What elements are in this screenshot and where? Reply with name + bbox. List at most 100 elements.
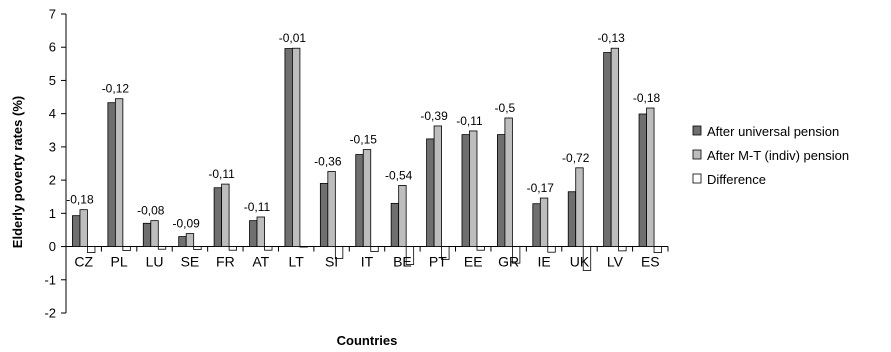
- bar-gr-series-2: [504, 117, 513, 247]
- bar-be-series-2: [398, 185, 407, 247]
- y-tick-label: 6: [49, 40, 56, 55]
- bar-pt-series-2: [433, 125, 442, 247]
- bar-pl-series-1: [107, 102, 116, 247]
- bar-se-series-3: [193, 246, 202, 250]
- y-tick-label: 1: [49, 206, 56, 221]
- x-tick-label-be: BE: [393, 254, 412, 270]
- bar-at-series-1: [249, 220, 258, 247]
- bar-be-series-1: [390, 202, 400, 247]
- x-tick-label-gr: GR: [498, 254, 519, 270]
- data-label-si: -0,36: [314, 154, 342, 168]
- bar-fr-series-2: [221, 183, 230, 247]
- bar-pl-series-2: [114, 98, 124, 247]
- legend-label-3: Difference: [707, 172, 766, 187]
- bar-fr-series-1: [213, 187, 223, 247]
- bar-lt-series-2: [292, 47, 301, 247]
- y-axis-title: Elderly poverty rates (%): [10, 96, 25, 248]
- data-label-gr: -0,5: [495, 101, 516, 115]
- bar-it-series-2: [362, 149, 372, 247]
- legend-swatch-3: [692, 173, 702, 184]
- bar-si-series-1: [319, 183, 329, 247]
- legend-swatch-1: [692, 125, 702, 136]
- data-label-es: -0,18: [633, 91, 661, 105]
- data-label-ee: -0,11: [456, 114, 483, 128]
- bar-lt-series-3: [299, 246, 308, 248]
- bar-gr-series-1: [496, 134, 506, 247]
- data-label-lv: -0,13: [597, 31, 625, 45]
- data-label-ie: -0,17: [527, 181, 555, 195]
- data-label-fr: -0,11: [208, 167, 235, 181]
- x-tick-label-pt: PT: [429, 254, 447, 270]
- y-tick-label: 2: [49, 173, 56, 188]
- bar-ee-series-2: [469, 130, 478, 247]
- x-tick-label-se: SE: [181, 254, 200, 270]
- data-label-pt: -0,39: [420, 109, 448, 123]
- data-label-lu: -0,08: [137, 204, 165, 218]
- x-tick-label-ee: EE: [464, 254, 483, 270]
- bar-at-series-2: [256, 216, 265, 247]
- legend: After universal pension After M-T (indiv)…: [692, 124, 849, 187]
- bar-cz-series-2: [79, 209, 88, 247]
- bar-es-series-2: [646, 107, 655, 247]
- x-tick-label-uk: UK: [570, 254, 590, 270]
- bar-lu-series-1: [142, 222, 152, 247]
- data-label-at: -0,11: [244, 200, 271, 214]
- bar-cz-series-3: [87, 246, 96, 253]
- x-tick-label-at: AT: [252, 254, 269, 270]
- bar-uk-series-1: [567, 191, 577, 247]
- bar-it-series-1: [355, 154, 364, 247]
- y-tick-label: 4: [49, 106, 56, 121]
- data-label-be: -0,54: [385, 168, 413, 182]
- legend-swatch-2: [692, 149, 702, 160]
- bar-ie-series-1: [532, 203, 541, 247]
- data-labels: -0,18 -0,12 -0,08 -0,09 -0,11 -0,11 -0,01 -0,36…: [66, 31, 660, 230]
- x-axis-title: Countries: [337, 333, 398, 348]
- x-tick-label-pl: PL: [111, 254, 128, 270]
- x-tick-label-ie: IE: [537, 254, 550, 270]
- x-tick-label-si: SI: [325, 254, 338, 270]
- bar-lu-series-2: [150, 220, 159, 247]
- bar-es-series-3: [653, 246, 662, 253]
- x-tick-label-lv: LV: [607, 254, 624, 270]
- bar-se-series-2: [185, 233, 195, 247]
- x-tick-label-lu: LU: [146, 254, 164, 270]
- x-tick-label-es: ES: [641, 254, 660, 270]
- x-tick-label-lt: LT: [289, 254, 305, 270]
- x-tick-label-it: IT: [361, 254, 374, 270]
- data-label-it: -0,15: [350, 133, 378, 147]
- bar-ie-series-3: [547, 246, 556, 253]
- bar-se-series-1: [178, 236, 187, 247]
- bar-ee-series-3: [476, 246, 485, 251]
- bar-si-series-3: [334, 246, 344, 259]
- bar-cz-series-1: [72, 215, 81, 247]
- data-label-pl: -0,12: [102, 82, 130, 96]
- bar-es-series-1: [638, 113, 647, 247]
- bar-lt-series-1: [284, 48, 293, 247]
- y-tick-label: -2: [44, 306, 56, 321]
- bar-lv-series-1: [603, 52, 612, 247]
- data-label-se: -0,09: [173, 217, 201, 231]
- bar-ee-series-1: [461, 134, 470, 247]
- bar-si-series-2: [327, 171, 336, 247]
- bar-pl-series-3: [122, 246, 131, 251]
- bar-pt-series-1: [426, 138, 435, 247]
- legend-label-1: After universal pension: [707, 124, 839, 139]
- bar-at-series-3: [264, 246, 273, 251]
- bar-be-series-3: [405, 246, 415, 265]
- bar-lv-series-2: [610, 47, 620, 247]
- y-tick-label: -1: [44, 272, 56, 287]
- bar-uk-series-3: [582, 246, 592, 271]
- bar-fr-series-3: [228, 246, 238, 251]
- y-tick-label: 7: [49, 7, 56, 22]
- y-tick-label: 3: [49, 139, 56, 154]
- bars: [72, 47, 662, 271]
- bar-it-series-3: [370, 246, 379, 252]
- y-tick-label: 5: [49, 73, 56, 88]
- y-tick-label: 0: [49, 239, 56, 254]
- bar-lv-series-3: [618, 246, 627, 252]
- data-label-uk: -0,72: [562, 151, 590, 165]
- x-tick-label-cz: CZ: [74, 254, 93, 270]
- bar-gr-series-3: [511, 246, 521, 264]
